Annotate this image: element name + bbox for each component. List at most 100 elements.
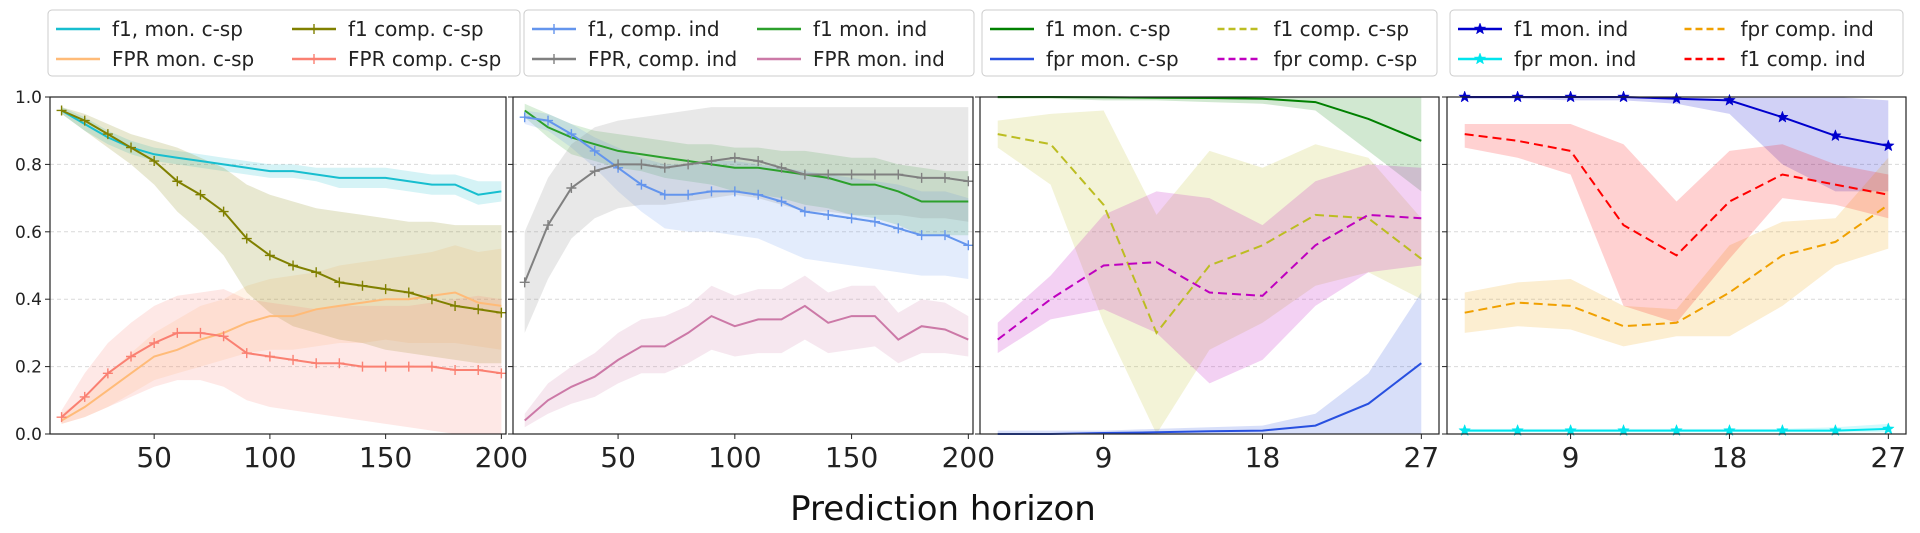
x-tick-label: 9 xyxy=(1095,441,1113,474)
data-point-fpr-comp-ind xyxy=(939,172,950,183)
data-point-f1-comp-ind xyxy=(683,189,694,200)
data-point-fpr-comp-c-sp xyxy=(334,358,345,369)
data-point-f1-comp-c-sp xyxy=(473,304,484,315)
data-point-f1-comp-c-sp xyxy=(357,280,368,291)
band-f1-comp-c-sp xyxy=(997,110,1422,434)
data-point-f1-comp-ind xyxy=(589,145,600,156)
data-point-fpr-comp-ind xyxy=(683,159,694,170)
data-point-fpr-comp-ind xyxy=(543,220,554,231)
data-point-fpr-comp-c-sp xyxy=(380,361,391,372)
legend-frame xyxy=(981,9,1438,77)
data-point-f1-comp-c-sp xyxy=(334,277,345,288)
x-tick-label: 150 xyxy=(359,441,412,474)
x-tick-label: 100 xyxy=(243,441,296,474)
legend-label: f1 mon. ind xyxy=(1514,17,1628,41)
x-tick-label: 100 xyxy=(708,441,761,474)
legend-marker xyxy=(549,54,559,64)
data-point-f1-comp-c-sp xyxy=(380,284,391,295)
data-point-f1-comp-ind xyxy=(916,230,927,241)
legend-frame xyxy=(1449,9,1904,77)
data-point-f1-mon-ind xyxy=(1723,93,1736,106)
x-tick-label: 18 xyxy=(1712,441,1748,474)
band-f1-mon-ind xyxy=(1464,97,1889,192)
data-point-f1-comp-c-sp xyxy=(450,300,461,311)
x-tick-label: 150 xyxy=(825,441,878,474)
data-point-fpr-comp-ind xyxy=(893,169,904,180)
data-point-f1-comp-ind xyxy=(893,223,904,234)
data-point-fpr-mon-ind xyxy=(1617,423,1630,437)
legend-frame xyxy=(47,9,521,77)
data-point-fpr-comp-ind xyxy=(589,166,600,177)
data-point-f1-comp-c-sp xyxy=(126,142,137,153)
series-line-f1-comp-ind xyxy=(524,116,969,247)
legend-label: f1 comp. ind xyxy=(1741,47,1866,71)
data-point-fpr-comp-c-sp xyxy=(264,351,275,362)
band-f1-comp-ind xyxy=(524,110,969,279)
y-tick-label: 0.6 xyxy=(15,223,42,243)
data-point-fpr-comp-c-sp xyxy=(403,361,414,372)
data-point-fpr-comp-c-sp xyxy=(288,354,299,365)
data-point-f1-comp-ind xyxy=(939,230,950,241)
chart-1: 0.0 0.2 0.4 0.6 0.8 1.0 50 100 150 200 xyxy=(15,88,528,474)
legend-label: FPR, comp. ind xyxy=(588,47,737,71)
data-point-fpr-mon-ind xyxy=(1458,423,1472,437)
data-point-f1-comp-ind xyxy=(729,186,740,197)
data-point-fpr-comp-c-sp xyxy=(450,364,461,375)
y-tick-label: 1.0 xyxy=(15,88,42,108)
data-point-f1-comp-ind xyxy=(659,189,670,200)
data-point-f1-comp-ind xyxy=(753,189,764,200)
data-point-fpr-comp-ind xyxy=(706,156,717,167)
data-point-fpr-comp-c-sp xyxy=(56,412,67,423)
data-point-fpr-mon-ind xyxy=(1881,422,1895,435)
data-point-fpr-comp-ind xyxy=(613,159,624,170)
data-point-f1-mon-ind xyxy=(1776,110,1789,123)
series-line-fpr-mon-c-sp xyxy=(61,291,502,422)
y-tick-label: 0.2 xyxy=(15,358,42,378)
series-line-f1-comp-ind xyxy=(1464,133,1889,257)
series-line-fpr-comp-c-sp xyxy=(997,213,1422,341)
y-tick-label: 0.4 xyxy=(15,290,42,310)
axes-frame xyxy=(1446,96,1907,435)
data-point-fpr-comp-ind xyxy=(729,152,740,163)
data-point-f1-comp-c-sp xyxy=(149,156,160,167)
data-point-f1-comp-ind xyxy=(636,179,647,190)
legend-3: f1 mon. c-sp f1 comp. c-sp fpr mon. c-sp fp… xyxy=(981,9,1438,77)
data-point-fpr-mon-ind xyxy=(1564,423,1577,437)
data-point-fpr-comp-ind xyxy=(799,169,810,180)
x-axis-label: Prediction horizon xyxy=(790,489,1096,529)
legend-label: fpr comp. c-sp xyxy=(1274,47,1418,71)
data-point-fpr-comp-c-sp xyxy=(473,364,484,375)
data-point-f1-comp-c-sp xyxy=(496,307,507,318)
data-point-f1-comp-ind xyxy=(543,115,554,126)
x-tick-label: 50 xyxy=(136,441,172,474)
data-point-fpr-comp-c-sp xyxy=(149,338,160,349)
legend-label: fpr mon. c-sp xyxy=(1046,47,1179,71)
data-point-f1-comp-ind xyxy=(706,186,717,197)
data-point-f1-comp-c-sp xyxy=(426,294,437,305)
x-tick-label: 50 xyxy=(600,441,636,474)
data-point-f1-comp-ind xyxy=(823,209,834,220)
legend-label: FPR mon. ind xyxy=(813,47,945,71)
chart-3: 9 18 27 xyxy=(975,96,1440,474)
data-point-f1-comp-ind xyxy=(776,196,787,207)
legend-label: f1 mon. c-sp xyxy=(1046,17,1171,41)
data-point-fpr-comp-c-sp xyxy=(357,361,368,372)
data-point-f1-comp-c-sp xyxy=(195,189,206,200)
x-tick-label: 27 xyxy=(1871,441,1907,474)
data-point-f1-comp-c-sp xyxy=(288,260,299,271)
legend-4: f1 mon. ind fpr comp. ind fpr mon. ind f1 c… xyxy=(1449,9,1904,77)
data-point-fpr-mon-ind xyxy=(1723,423,1736,437)
data-point-fpr-comp-c-sp xyxy=(126,351,137,362)
legend-label: f1 comp. c-sp xyxy=(348,17,484,41)
band-fpr-comp-c-sp xyxy=(997,164,1422,384)
data-point-f1-comp-c-sp xyxy=(56,105,67,116)
data-point-f1-comp-c-sp xyxy=(311,267,322,278)
x-tick-label: 18 xyxy=(1245,441,1281,474)
data-point-fpr-mon-ind xyxy=(1829,423,1842,437)
legend-label: f1 comp. c-sp xyxy=(1274,17,1410,41)
data-point-fpr-comp-c-sp xyxy=(172,327,183,338)
x-tick-label: 27 xyxy=(1404,441,1440,474)
chart-2: 50 100 150 200 xyxy=(508,96,995,474)
data-point-fpr-comp-ind xyxy=(823,169,834,180)
legend-marker xyxy=(1473,22,1487,35)
